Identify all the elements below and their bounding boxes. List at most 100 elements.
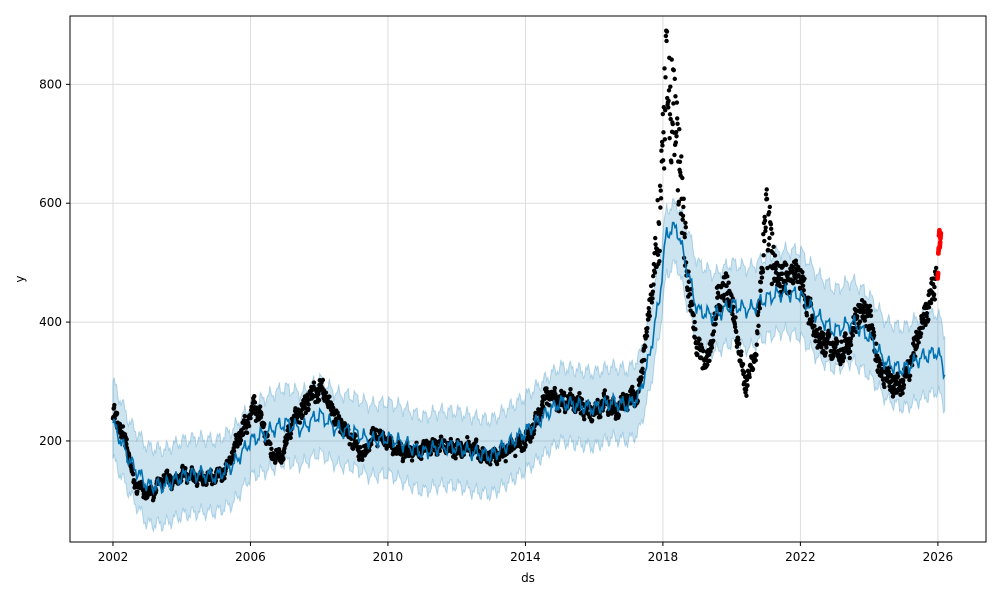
history-point xyxy=(681,196,686,202)
history-point xyxy=(762,214,767,220)
history-point xyxy=(529,435,535,440)
history-point xyxy=(661,166,667,171)
recent-point xyxy=(935,270,941,276)
history-point xyxy=(681,204,686,210)
history-point xyxy=(655,198,660,203)
history-point xyxy=(871,329,876,335)
history-point xyxy=(653,242,658,247)
history-point xyxy=(335,410,340,415)
history-point xyxy=(659,148,664,153)
history-point xyxy=(353,433,358,438)
history-point xyxy=(819,345,824,350)
x-axis-ticks: 2002 2006 2010 2014 2018 2022 2026 xyxy=(98,542,953,564)
history-point xyxy=(916,340,921,345)
history-point xyxy=(932,284,937,290)
history-point xyxy=(659,139,665,145)
history-point xyxy=(306,402,312,407)
history-point xyxy=(409,458,415,463)
history-point xyxy=(768,221,774,227)
history-point xyxy=(802,276,807,281)
history-point xyxy=(183,465,188,471)
history-point xyxy=(244,430,250,436)
history-point xyxy=(796,272,801,278)
history-point xyxy=(768,226,774,232)
history-point xyxy=(763,225,768,230)
history-point xyxy=(642,357,647,363)
history-point xyxy=(669,57,674,62)
history-point xyxy=(658,196,664,201)
history-point xyxy=(850,333,856,338)
history-point xyxy=(824,345,829,350)
history-point xyxy=(639,375,644,380)
history-point xyxy=(284,440,289,445)
history-point xyxy=(691,312,696,318)
history-point xyxy=(773,266,778,272)
history-point xyxy=(857,319,863,324)
history-point xyxy=(750,366,756,372)
history-point xyxy=(667,112,673,117)
history-point xyxy=(531,431,537,436)
plot-frame xyxy=(69,15,987,543)
history-point xyxy=(281,450,287,455)
history-point xyxy=(683,220,688,226)
history-point xyxy=(675,121,680,126)
history-point xyxy=(907,373,913,378)
history-point xyxy=(488,462,493,467)
history-point xyxy=(840,358,846,364)
history-point xyxy=(900,391,905,396)
history-point xyxy=(847,355,852,361)
history-point xyxy=(754,342,759,347)
history-point xyxy=(646,305,651,311)
history-point xyxy=(468,444,473,450)
history-point xyxy=(734,344,740,349)
history-point xyxy=(767,204,773,210)
history-point xyxy=(766,210,772,215)
uncertainty-band-layer xyxy=(112,198,946,534)
history-point xyxy=(707,358,712,363)
history-point xyxy=(901,378,906,383)
history-point xyxy=(262,422,267,427)
history-point xyxy=(358,445,363,450)
history-point xyxy=(325,398,330,403)
history-point xyxy=(673,140,679,145)
history-point xyxy=(124,437,129,442)
history-point xyxy=(863,323,869,329)
history-point xyxy=(658,188,663,193)
history-point xyxy=(767,235,772,241)
history-point xyxy=(744,393,749,398)
y-tick-label: 200 xyxy=(39,434,62,448)
history-point xyxy=(855,314,860,319)
history-point xyxy=(655,252,661,257)
history-point xyxy=(779,271,785,276)
history-point xyxy=(762,238,767,244)
history-point xyxy=(870,326,876,331)
history-point xyxy=(582,416,587,422)
history-point xyxy=(547,403,552,408)
history-point xyxy=(679,154,684,159)
history-point xyxy=(656,221,662,226)
history-point xyxy=(238,438,244,443)
recent-point xyxy=(937,239,943,245)
history-point xyxy=(311,380,317,385)
history-point xyxy=(306,406,311,412)
x-tick-label: 2002 xyxy=(98,550,129,564)
history-point xyxy=(755,309,761,315)
history-point xyxy=(676,199,682,204)
history-point xyxy=(672,152,677,158)
history-point xyxy=(680,175,685,181)
history-point xyxy=(770,231,775,236)
recent-point xyxy=(938,230,944,236)
history-point xyxy=(242,413,247,419)
history-point xyxy=(503,459,508,464)
history-point xyxy=(809,318,815,324)
history-point xyxy=(736,337,741,342)
history-point xyxy=(754,352,759,358)
history-point xyxy=(918,331,924,336)
history-point xyxy=(738,352,744,358)
history-point xyxy=(771,244,776,250)
history-point xyxy=(650,289,656,294)
history-point xyxy=(848,336,853,342)
history-point xyxy=(523,442,528,448)
history-point xyxy=(646,309,652,315)
